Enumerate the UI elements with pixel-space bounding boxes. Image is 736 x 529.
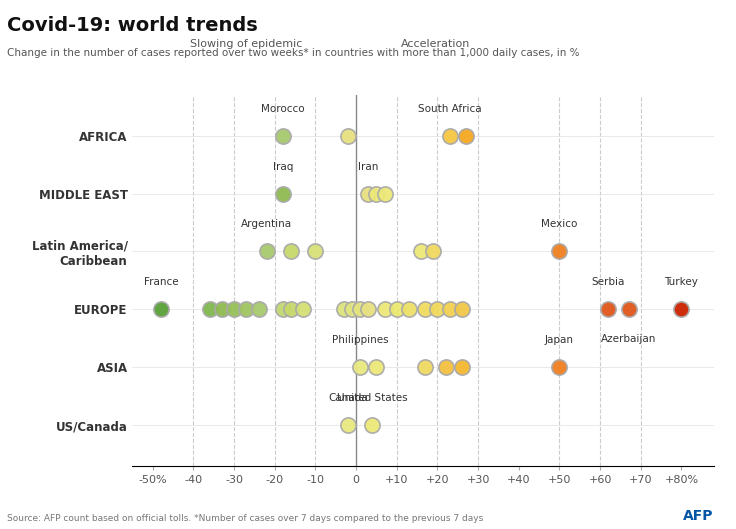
Point bbox=[216, 305, 228, 314]
Point bbox=[362, 305, 374, 314]
Text: South Africa: South Africa bbox=[418, 104, 481, 114]
Text: Acceleration: Acceleration bbox=[401, 39, 470, 49]
Point bbox=[285, 247, 297, 256]
Point bbox=[261, 247, 272, 256]
Point bbox=[155, 305, 167, 314]
Text: Argentina: Argentina bbox=[241, 220, 292, 230]
Text: Canada: Canada bbox=[328, 393, 368, 403]
Point bbox=[367, 421, 378, 429]
Point bbox=[252, 305, 264, 314]
Text: AFP: AFP bbox=[684, 509, 714, 523]
Point bbox=[553, 247, 565, 256]
Point bbox=[277, 305, 289, 314]
Text: Iraq: Iraq bbox=[273, 161, 293, 171]
Text: Philippines: Philippines bbox=[332, 335, 389, 345]
Point bbox=[415, 247, 427, 256]
Point bbox=[354, 305, 366, 314]
Text: Change in the number of cases reported over two weeks* in countries with more th: Change in the number of cases reported o… bbox=[7, 48, 580, 58]
Text: Japan: Japan bbox=[545, 335, 574, 345]
Text: Mexico: Mexico bbox=[541, 220, 578, 230]
Point bbox=[444, 132, 456, 140]
Point bbox=[241, 305, 252, 314]
Point bbox=[602, 305, 614, 314]
Point bbox=[403, 305, 415, 314]
Point bbox=[277, 189, 289, 198]
Point bbox=[370, 363, 382, 371]
Point bbox=[456, 305, 467, 314]
Point bbox=[456, 363, 467, 371]
Text: Covid-19: world trends: Covid-19: world trends bbox=[7, 16, 258, 35]
Point bbox=[346, 305, 358, 314]
Point bbox=[439, 363, 451, 371]
Point bbox=[342, 132, 354, 140]
Point bbox=[297, 305, 309, 314]
Text: United States: United States bbox=[337, 393, 408, 403]
Text: Morocco: Morocco bbox=[261, 104, 305, 114]
Point bbox=[379, 189, 391, 198]
Point bbox=[431, 305, 443, 314]
Text: Azerbaijan: Azerbaijan bbox=[601, 334, 657, 344]
Text: Slowing of epidemic: Slowing of epidemic bbox=[190, 39, 302, 49]
Point bbox=[310, 247, 322, 256]
Point bbox=[460, 132, 472, 140]
Point bbox=[623, 305, 634, 314]
Point bbox=[370, 189, 382, 198]
Point bbox=[228, 305, 240, 314]
Point bbox=[553, 363, 565, 371]
Point bbox=[444, 305, 456, 314]
Text: Source: AFP count based on official tolls. *Number of cases over 7 days compared: Source: AFP count based on official toll… bbox=[7, 514, 484, 523]
Point bbox=[354, 363, 366, 371]
Point bbox=[285, 305, 297, 314]
Point bbox=[362, 189, 374, 198]
Point bbox=[277, 132, 289, 140]
Text: Serbia: Serbia bbox=[592, 277, 625, 287]
Point bbox=[338, 305, 350, 314]
Text: Turkey: Turkey bbox=[665, 277, 698, 287]
Point bbox=[342, 421, 354, 429]
Text: France: France bbox=[144, 277, 178, 287]
Point bbox=[379, 305, 391, 314]
Point bbox=[676, 305, 687, 314]
Point bbox=[420, 305, 431, 314]
Point bbox=[391, 305, 403, 314]
Point bbox=[420, 363, 431, 371]
Point bbox=[428, 247, 439, 256]
Point bbox=[204, 305, 216, 314]
Text: Iran: Iran bbox=[358, 161, 378, 171]
